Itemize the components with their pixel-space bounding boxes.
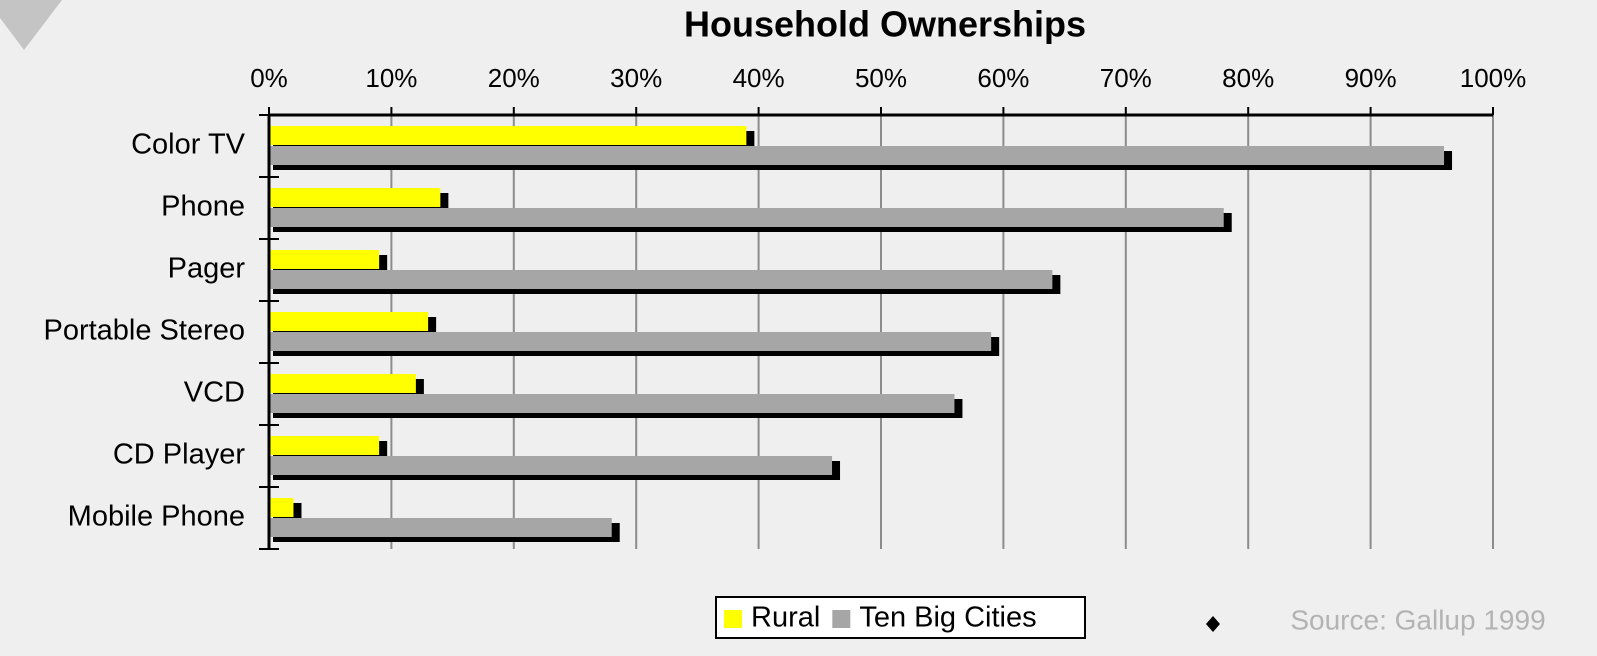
y-tick-label: Mobile Phone xyxy=(68,501,245,533)
x-tick-label: 40% xyxy=(733,63,785,93)
source-note: Source: Gallup 1999 xyxy=(1290,604,1545,635)
bar xyxy=(269,146,1445,165)
x-tick-label: 90% xyxy=(1345,63,1397,93)
bar xyxy=(269,394,955,413)
bar xyxy=(269,374,416,393)
x-tick-label: 20% xyxy=(488,63,540,93)
bar xyxy=(269,188,441,207)
x-tick-label: 30% xyxy=(610,63,662,93)
x-tick-label: 80% xyxy=(1222,63,1274,93)
y-tick-label: Pager xyxy=(168,253,246,285)
bar xyxy=(269,250,380,269)
x-tick-label: 50% xyxy=(855,63,907,93)
bullet xyxy=(1206,616,1220,632)
y-tick-label: CD Player xyxy=(113,439,245,471)
legend-swatch xyxy=(832,610,851,628)
y-tick-label: VCD xyxy=(184,377,245,409)
bar xyxy=(269,126,747,145)
y-tick-label: Color TV xyxy=(131,129,246,161)
legend-box xyxy=(715,596,1086,639)
y-tick-label: Portable Stereo xyxy=(43,315,245,347)
bar xyxy=(269,270,1053,289)
x-tick-label: 0% xyxy=(250,63,288,93)
bar xyxy=(269,456,833,475)
legend-label: Ten Big Cities xyxy=(859,602,1036,634)
logo xyxy=(0,0,62,50)
bar xyxy=(269,208,1224,227)
x-tick-label: 70% xyxy=(1100,63,1152,93)
y-tick-label: Phone xyxy=(161,191,245,223)
x-tick-label: 60% xyxy=(977,63,1029,93)
x-tick-label: 10% xyxy=(365,63,417,93)
bar xyxy=(269,518,612,537)
bar xyxy=(269,332,992,351)
chart-title: Household Ownerships xyxy=(684,4,1086,45)
legend-label: Rural xyxy=(751,602,820,634)
x-tick-label: 100% xyxy=(1460,63,1527,93)
legend-swatch xyxy=(724,610,742,628)
bar xyxy=(269,436,380,455)
bar xyxy=(269,498,294,517)
bar xyxy=(269,312,429,331)
